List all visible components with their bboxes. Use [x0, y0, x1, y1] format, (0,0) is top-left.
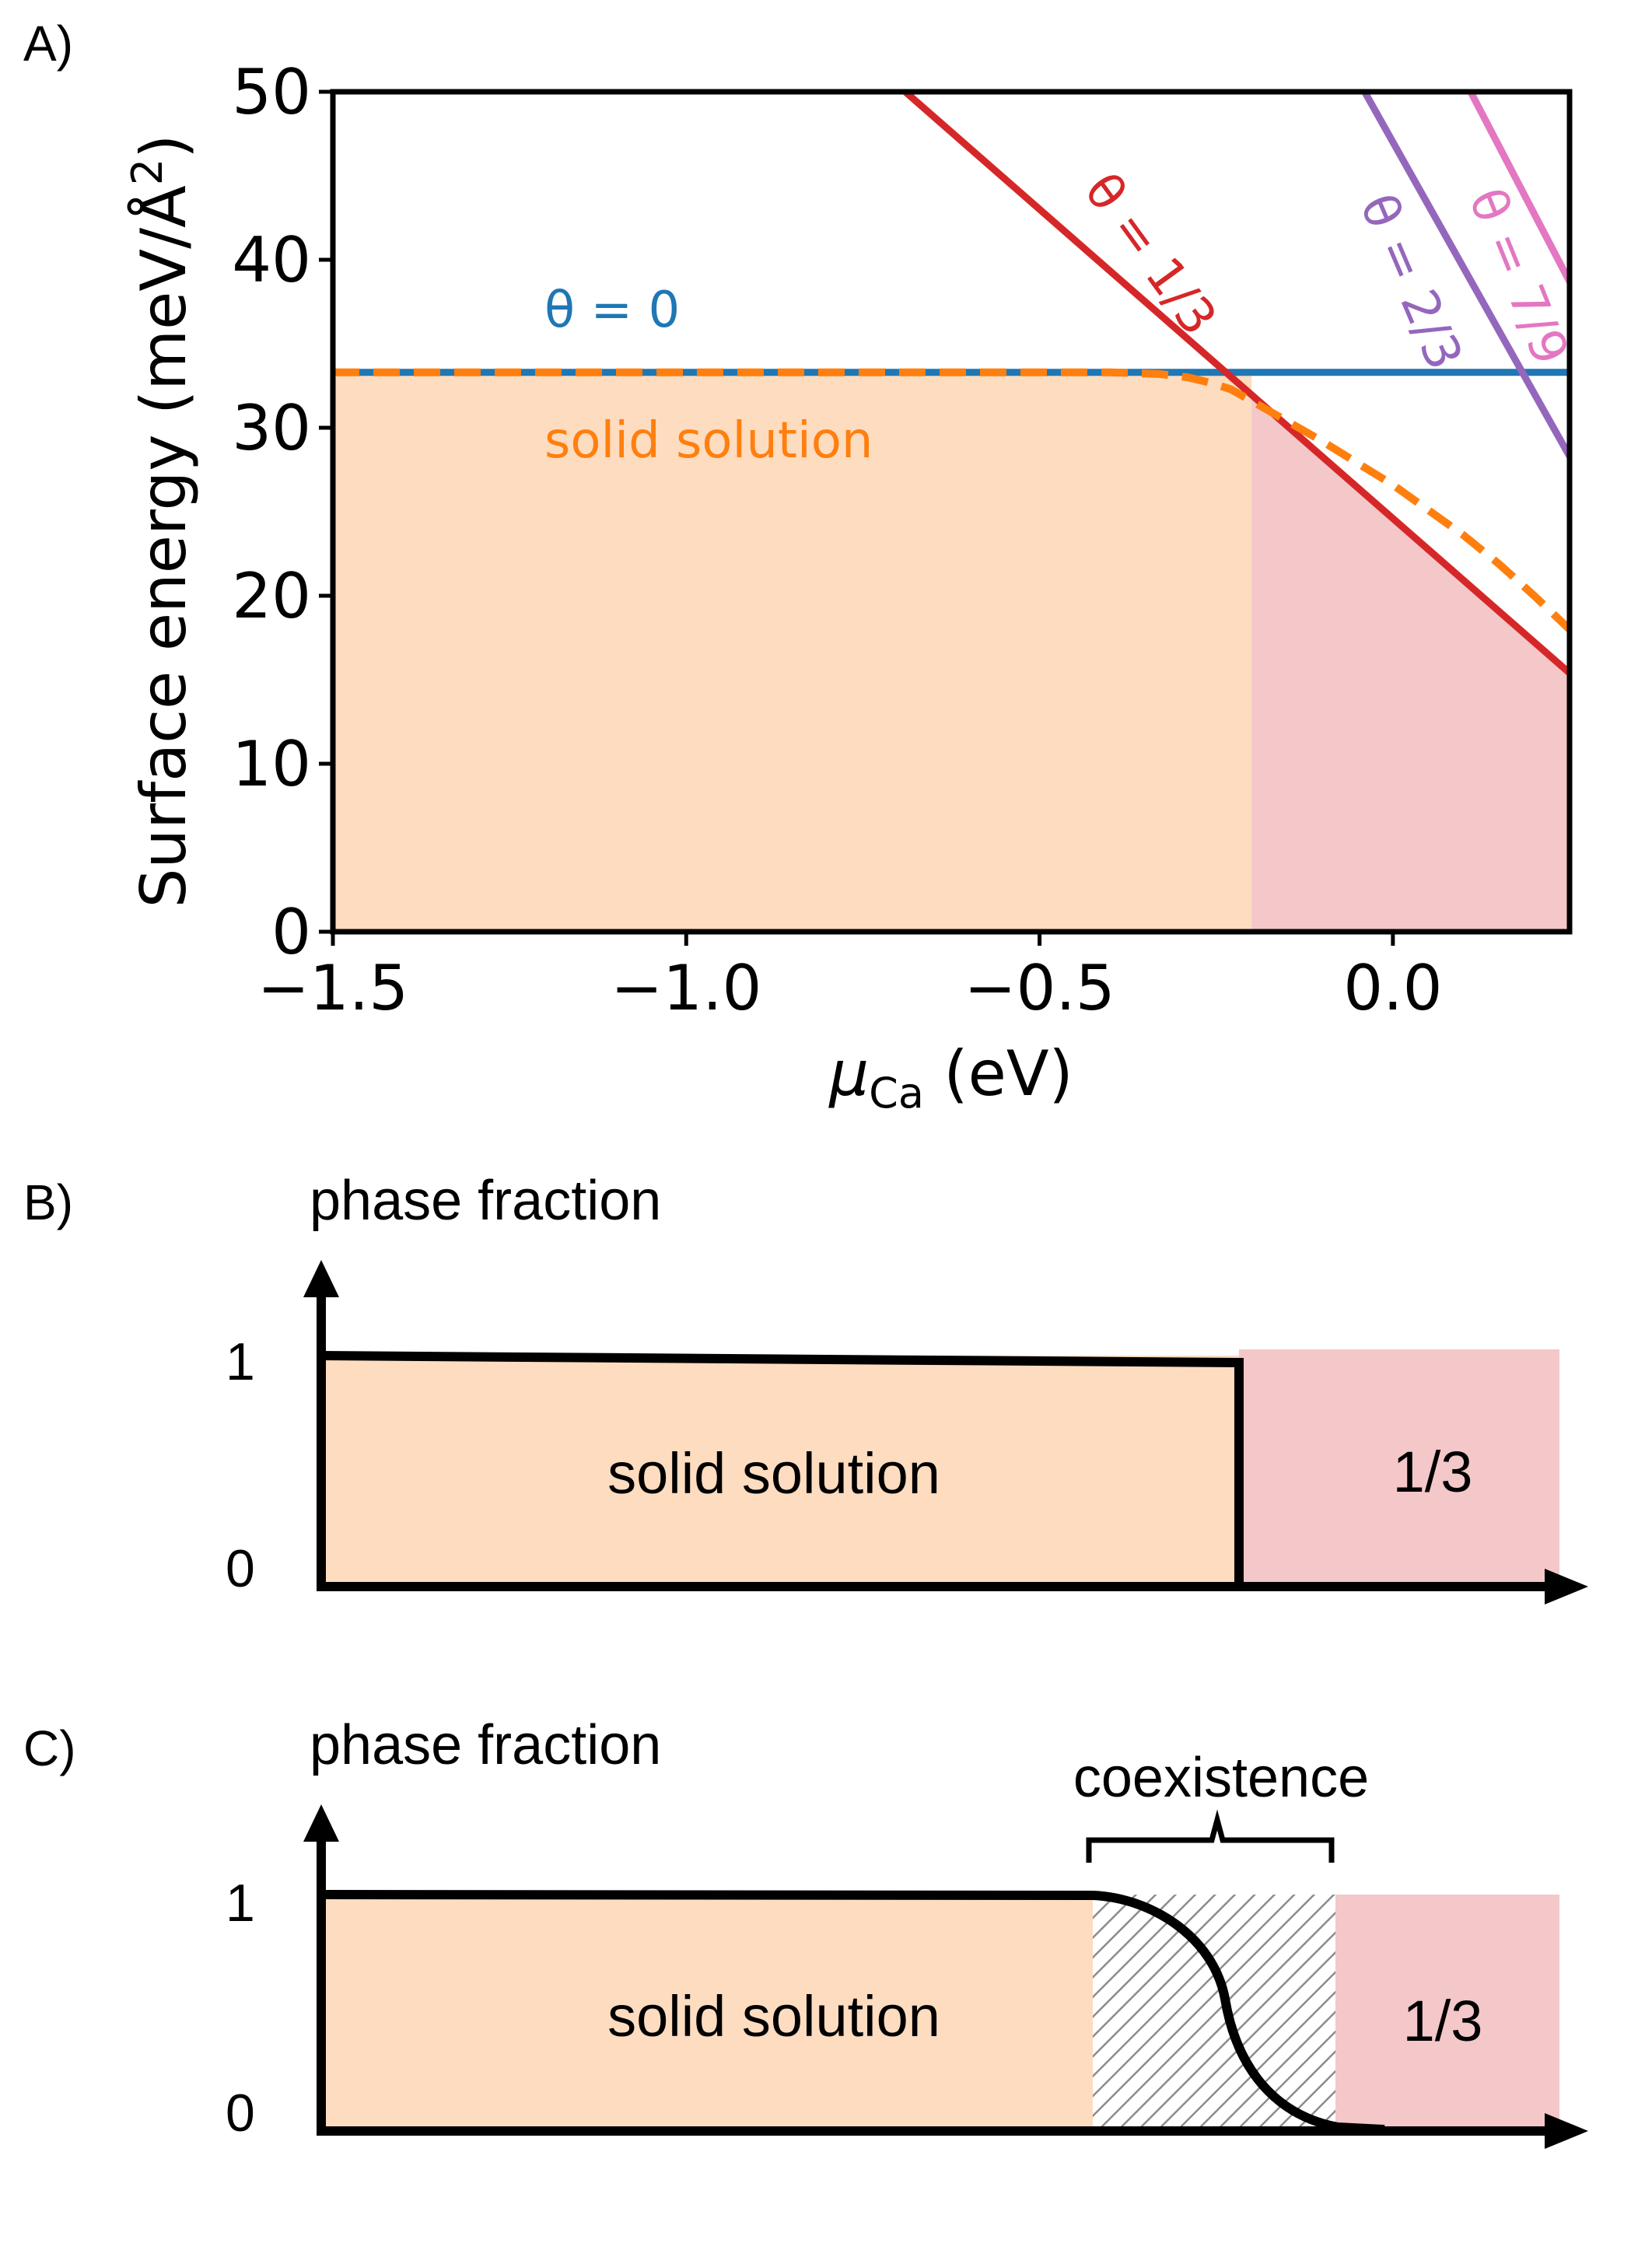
chart-c-region-label-one-third: 1/3 — [1403, 1989, 1483, 2053]
chart-c-ytick-1: 1 — [226, 1874, 255, 1933]
chart-b-y-axis-arrow — [303, 1260, 339, 1297]
chart-a-series-solid-solution — [333, 368, 1570, 632]
chart-a-ytick-label: 20 — [232, 560, 311, 632]
chart-a-annotation-theta-seven-ninths: θ = 7/9 — [1457, 180, 1579, 373]
chart-c-y-axis-arrow — [303, 1804, 339, 1842]
chart-a-x-ticks: −1.5 −1.0 −0.5 0.0 — [257, 932, 1442, 1024]
chart-b-ytick-1: 1 — [226, 1332, 255, 1391]
chart-c-region-label-solid-solution: solid solution — [607, 1984, 940, 2049]
chart-b-y-axis-label: phase fraction — [310, 1170, 661, 1232]
panel-b-label: B) — [23, 1174, 73, 1230]
chart-a-region-one-third — [1251, 394, 1570, 932]
chart-a-region-solid-solution — [333, 372, 1252, 933]
chart-a-annotation-theta-0: θ = 0 — [544, 282, 680, 339]
panel-a-label: A) — [23, 16, 73, 72]
chart-a-frame — [330, 89, 1573, 935]
chart-b-region-label-solid-solution: solid solution — [607, 1441, 940, 1506]
panel-b-chart: phase fraction 1 0 solid solution 1/3 — [226, 1170, 1588, 1604]
chart-a-series-theta-1 — [902, 92, 1570, 676]
chart-a-xtick-label: −1.5 — [257, 952, 408, 1024]
chart-b-x-axis-arrow — [1545, 1569, 1588, 1604]
chart-a-series — [333, 92, 1570, 676]
chart-b-region-label-one-third: 1/3 — [1393, 1440, 1473, 1504]
chart-c-region-one-third — [1335, 1895, 1559, 2131]
chart-a-xtick-label: −1.0 — [611, 952, 761, 1024]
chart-a-y-ticks: 0 10 20 30 40 50 — [232, 56, 333, 968]
chart-c-phase-fraction-curve — [320, 1890, 1385, 2134]
chart-a-xtick-label: 0.0 — [1343, 952, 1442, 1024]
chart-a-ytick-label: 0 — [271, 896, 311, 968]
chart-b-region-solid-solution — [321, 1356, 1239, 1587]
chart-a-series-theta-2 — [1361, 92, 1570, 458]
chart-a-annotation-solid-solution: solid solution — [544, 412, 873, 470]
chart-b-phase-fraction-curve — [320, 1351, 1244, 1587]
chart-a-ytick-label: 30 — [232, 392, 311, 464]
chart-c-region-solid-solution — [321, 1895, 1093, 2131]
chart-c-region-coexistence — [1093, 1895, 1335, 2131]
chart-c-coexistence-label: coexistence — [1073, 1747, 1369, 1809]
chart-a-series-theta-3 — [1467, 92, 1570, 284]
chart-b-region-one-third — [1239, 1349, 1559, 1587]
chart-a-annotation-theta-two-thirds: θ = 2/3 — [1348, 186, 1473, 378]
chart-a-xtick-label: −0.5 — [964, 952, 1115, 1024]
chart-c-y-axis-label: phase fraction — [310, 1714, 661, 1776]
chart-a-ytick-label: 50 — [232, 56, 311, 128]
panel-c-label: C) — [23, 1720, 76, 1776]
chart-a-regions — [333, 372, 1570, 933]
chart-c-x-axis-arrow — [1545, 2113, 1588, 2149]
chart-c-coexistence-brace — [1086, 1809, 1335, 1863]
chart-a-x-axis-label: μCa (eV) — [828, 1038, 1073, 1118]
panel-c-chart: phase fraction coexistence 1 0 solid sol… — [226, 1714, 1588, 2149]
chart-a-y-axis-label: Surface energy (meV/Å2) — [123, 135, 200, 908]
chart-b-ytick-0: 0 — [226, 1539, 255, 1598]
chart-a-ytick-label: 40 — [232, 224, 311, 296]
chart-c-ytick-0: 0 — [226, 2084, 255, 2143]
chart-a-ytick-label: 10 — [232, 728, 311, 800]
